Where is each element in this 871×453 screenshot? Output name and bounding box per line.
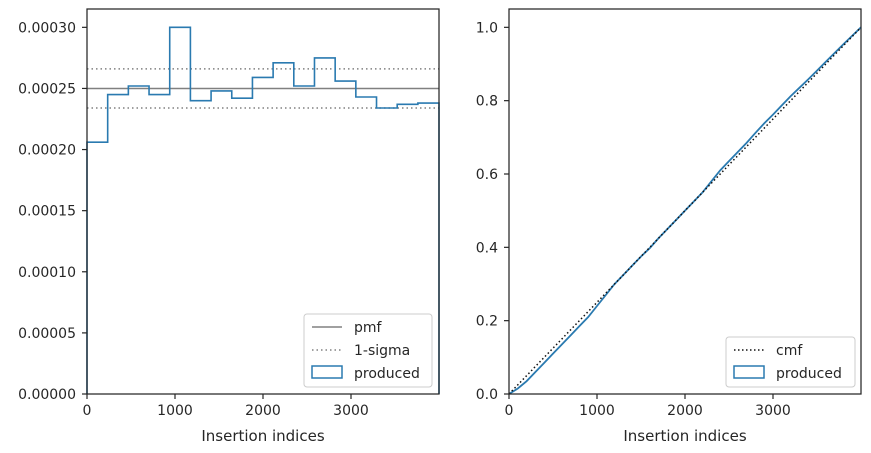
left-legend-sigma-label: 1-sigma [354, 343, 410, 359]
right-legend: cmf produced [725, 336, 856, 388]
left-plot-area [86, 26, 440, 394]
left-y-tick-label: 0.00025 [18, 81, 76, 97]
left-y-tick-label: 0.00005 [18, 326, 76, 342]
right-panel: 0 1000 2000 3000 0.0 0.2 0.4 0.6 0.8 1.0 Insertio… [476, 8, 862, 445]
right-y-tick-label: 0.8 [476, 94, 498, 110]
right-plot-area [508, 26, 862, 395]
left-x-axis-label: Insertion indices [201, 427, 324, 445]
right-x-tick-label: 1000 [579, 403, 615, 419]
right-x-tick-label: 0 [505, 403, 514, 419]
right-x-axis-label: Insertion indices [623, 427, 746, 445]
right-x-tick-label: 2000 [667, 403, 703, 419]
left-axis-ticks: 0 1000 2000 3000 0.00000 0.00005 0.00010 0.0001… [18, 20, 369, 419]
right-legend-produced-label: produced [776, 366, 842, 382]
right-axis-ticks: 0 1000 2000 3000 0.0 0.2 0.4 0.6 0.8 1.0 [476, 20, 791, 419]
produced-histogram-step [86, 26, 440, 394]
right-x-tick-label: 3000 [755, 403, 791, 419]
left-x-tick-label: 1000 [157, 403, 193, 419]
left-legend-pmf-label: pmf [354, 320, 383, 336]
left-legend: pmf 1-sigma produced [303, 313, 433, 388]
right-y-tick-label: 1.0 [476, 20, 498, 36]
left-axes-frame [86, 8, 440, 395]
left-legend-box [303, 313, 433, 388]
right-legend-cmf-label: cmf [776, 343, 803, 359]
left-y-tick-label: 0.00015 [18, 204, 76, 220]
right-legend-produced-swatch [733, 365, 765, 379]
left-legend-produced-label: produced [354, 366, 420, 382]
left-y-tick-label: 0.00000 [18, 387, 76, 403]
left-legend-produced-swatch [311, 365, 343, 379]
left-x-tick-label: 2000 [245, 403, 281, 419]
left-x-tick-label: 0 [83, 403, 92, 419]
cmf-line [508, 26, 862, 395]
left-x-tick-label: 3000 [333, 403, 369, 419]
right-y-tick-label: 0.6 [476, 167, 498, 183]
left-panel: 0 1000 2000 3000 0.00000 0.00005 0.00010 0.0001… [18, 8, 440, 445]
left-y-tick-label: 0.00020 [18, 143, 76, 159]
right-y-tick-label: 0.0 [476, 387, 498, 403]
right-y-tick-label: 0.4 [476, 240, 498, 256]
produced-line [508, 26, 862, 395]
left-y-tick-label: 0.00030 [18, 20, 76, 36]
left-y-tick-label: 0.00010 [18, 265, 76, 281]
right-y-tick-label: 0.2 [476, 314, 498, 330]
right-axes-frame [508, 8, 862, 395]
